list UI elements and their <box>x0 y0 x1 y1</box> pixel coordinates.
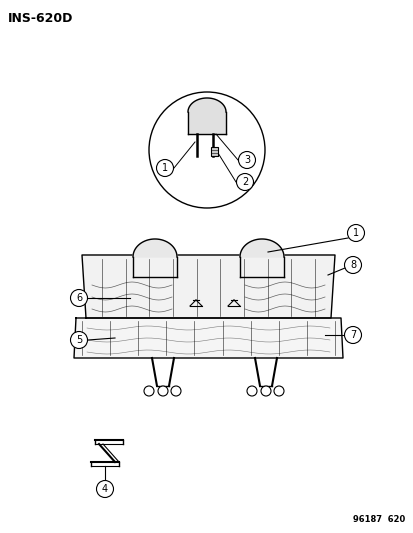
Text: 3: 3 <box>243 155 249 165</box>
Text: 2: 2 <box>241 177 247 187</box>
Circle shape <box>260 386 271 396</box>
Text: 96187  620: 96187 620 <box>352 515 404 524</box>
Circle shape <box>158 386 168 396</box>
Polygon shape <box>240 239 283 257</box>
Polygon shape <box>188 98 225 112</box>
Circle shape <box>273 386 283 396</box>
Circle shape <box>144 386 154 396</box>
Circle shape <box>344 256 361 273</box>
Circle shape <box>149 92 264 208</box>
Circle shape <box>347 224 363 241</box>
Text: 1: 1 <box>161 163 168 173</box>
Text: INS-620D: INS-620D <box>8 12 73 25</box>
Circle shape <box>238 151 255 168</box>
Circle shape <box>96 481 113 497</box>
Polygon shape <box>133 239 177 257</box>
Text: 7: 7 <box>349 330 355 340</box>
Circle shape <box>236 174 253 190</box>
Circle shape <box>70 289 87 306</box>
Text: 5: 5 <box>76 335 82 345</box>
Circle shape <box>344 327 361 343</box>
Polygon shape <box>74 318 342 358</box>
Circle shape <box>156 159 173 176</box>
Text: 8: 8 <box>349 260 355 270</box>
Bar <box>211 147 218 156</box>
Text: 1: 1 <box>352 228 358 238</box>
Text: 4: 4 <box>102 484 108 494</box>
Circle shape <box>70 332 87 349</box>
Circle shape <box>171 386 180 396</box>
Polygon shape <box>82 255 334 318</box>
Circle shape <box>247 386 256 396</box>
Polygon shape <box>188 112 225 134</box>
Text: 6: 6 <box>76 293 82 303</box>
